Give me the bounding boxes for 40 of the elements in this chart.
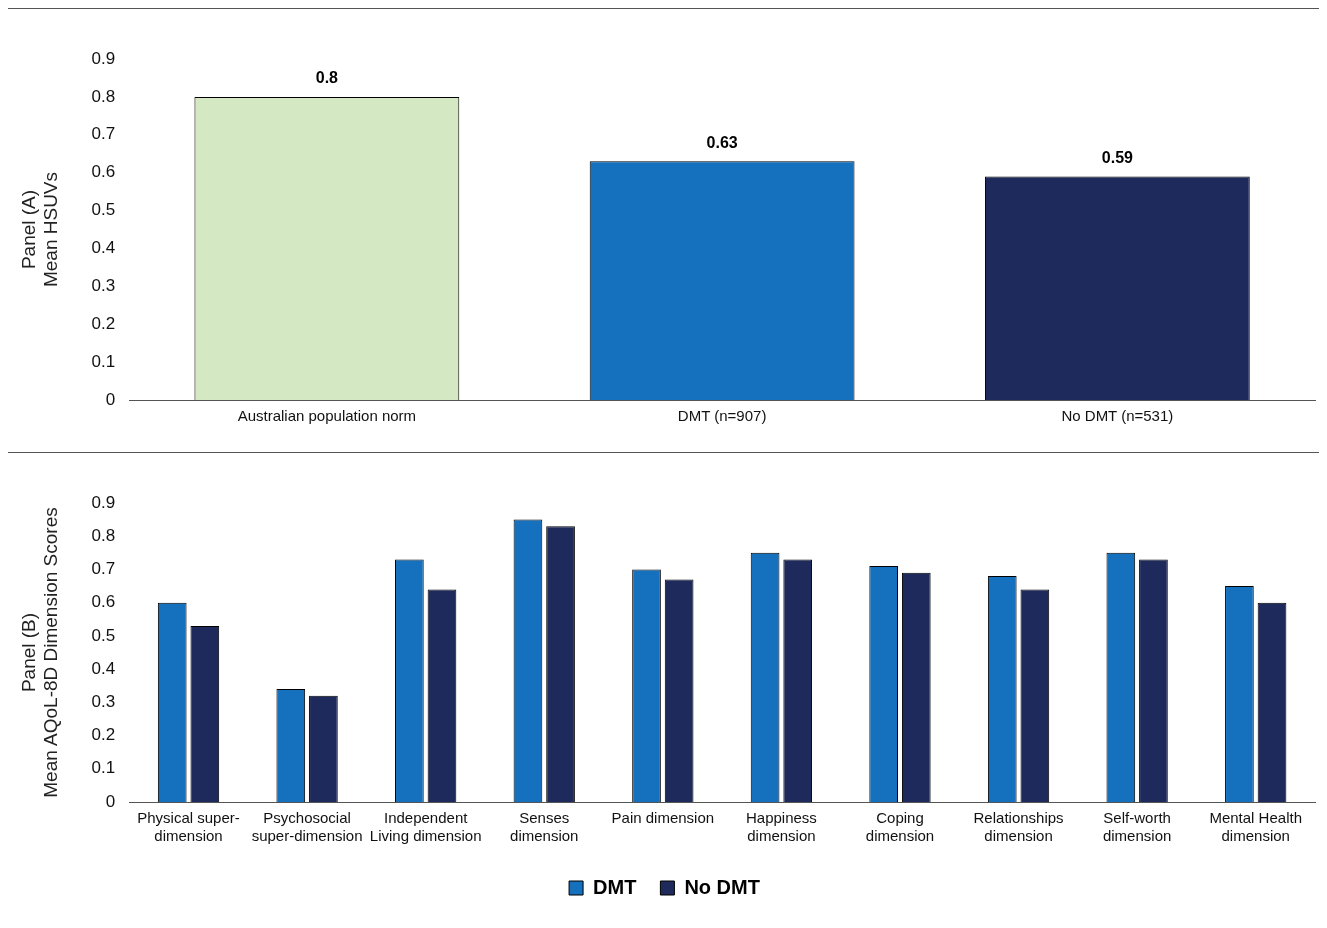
y-tick-label: 0.2 bbox=[91, 313, 116, 333]
y-tick-label: 0.5 bbox=[91, 625, 116, 645]
x-tick-label: Coping dimension bbox=[865, 809, 935, 845]
y-tick-label: 0.9 bbox=[91, 48, 116, 68]
y-tick-label: 0.4 bbox=[91, 238, 116, 258]
y-tick-label: 0.4 bbox=[91, 658, 116, 678]
y-tick-label: 0.1 bbox=[91, 351, 116, 371]
x-tick-label: Senses dimension bbox=[510, 809, 579, 845]
data-label: 0.59 bbox=[1101, 148, 1134, 166]
x-tick-label: Mental Health dimension bbox=[1209, 809, 1302, 845]
y-tick-label: 0.5 bbox=[91, 200, 116, 220]
y-tick-label: 0.7 bbox=[91, 559, 116, 579]
y-tick-label: 0 bbox=[105, 791, 116, 811]
x-tick-label: Australian population norm bbox=[237, 407, 417, 425]
y-tick-label: 0.7 bbox=[91, 124, 116, 144]
y-tick-label: 0 bbox=[105, 389, 116, 409]
data-label: 0.63 bbox=[706, 133, 738, 151]
y-tick-label: 0.3 bbox=[91, 276, 116, 296]
y-tick-label: 0.6 bbox=[91, 592, 116, 612]
y-tick-label: 0.8 bbox=[91, 86, 116, 106]
x-tick-label: Happiness dimension bbox=[745, 809, 817, 845]
legend-label: DMT bbox=[593, 875, 637, 898]
x-tick-label: Physical super- dimension bbox=[137, 809, 240, 845]
x-tick-label: Independent Living dimension bbox=[369, 809, 482, 845]
y-tick-label: 0.8 bbox=[91, 525, 116, 545]
x-tick-label: Psychosocial super-dimension bbox=[251, 809, 363, 845]
x-tick-label: Relationships dimension bbox=[973, 809, 1064, 845]
x-tick-label: DMT (n=907) bbox=[677, 407, 767, 425]
x-tick-label: Self-worth dimension bbox=[1102, 809, 1172, 845]
data-label: 0.8 bbox=[315, 69, 339, 87]
y-tick-label: 0.3 bbox=[91, 692, 116, 712]
x-tick-label: Pain dimension bbox=[611, 809, 715, 827]
legend-label: No DMT bbox=[684, 875, 760, 898]
y-axis-title: Panel (A) Mean HSUVs bbox=[17, 171, 62, 288]
y-tick-label: 0.6 bbox=[91, 162, 116, 182]
y-tick-label: 0.2 bbox=[91, 725, 116, 745]
y-axis-title: Panel (B) Mean AQoL-8D Dimension Scores bbox=[17, 507, 62, 798]
x-tick-label: No DMT (n=531) bbox=[1061, 407, 1174, 425]
y-tick-label: 0.1 bbox=[91, 758, 116, 778]
y-tick-label: 0.9 bbox=[91, 492, 116, 512]
